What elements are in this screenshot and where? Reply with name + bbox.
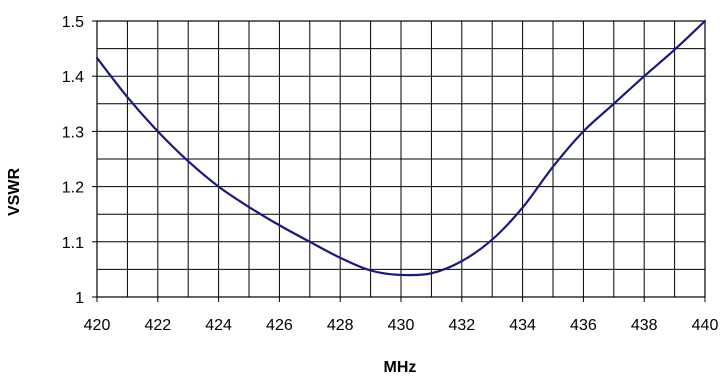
x-tick-label: 424 bbox=[205, 317, 232, 334]
y-tick-label: 1.5 bbox=[62, 14, 84, 31]
x-axis-title: MHz bbox=[384, 359, 417, 376]
x-tick-label: 426 bbox=[266, 317, 293, 334]
x-tick-label: 428 bbox=[327, 317, 354, 334]
y-tick-label: 1 bbox=[75, 290, 84, 307]
x-tick-label: 438 bbox=[631, 317, 658, 334]
x-tick-label: 436 bbox=[570, 317, 597, 334]
x-tick-label: 432 bbox=[448, 317, 475, 334]
series-layer bbox=[95, 19, 707, 277]
y-tick-labels: 1 1.1 1.2 1.3 1.4 1.5 bbox=[62, 14, 97, 307]
x-tick-label: 434 bbox=[509, 317, 536, 334]
y-axis-title: VSWR bbox=[6, 168, 23, 216]
x-tick-label: 420 bbox=[84, 317, 111, 334]
y-tick-label: 1.4 bbox=[62, 69, 84, 86]
x-tick-label: 430 bbox=[388, 317, 415, 334]
series-line-vswr bbox=[95, 19, 707, 277]
x-tick-label: 440 bbox=[692, 317, 719, 334]
grid-lines bbox=[97, 21, 705, 297]
y-tick-label: 1.1 bbox=[62, 235, 84, 252]
y-tick-label: 1.3 bbox=[62, 124, 84, 141]
x-tick-labels: 420 422 424 426 428 430 432 434 436 438 440 bbox=[84, 297, 719, 334]
x-tick-label: 422 bbox=[144, 317, 171, 334]
y-tick-label: 1.2 bbox=[62, 180, 84, 197]
